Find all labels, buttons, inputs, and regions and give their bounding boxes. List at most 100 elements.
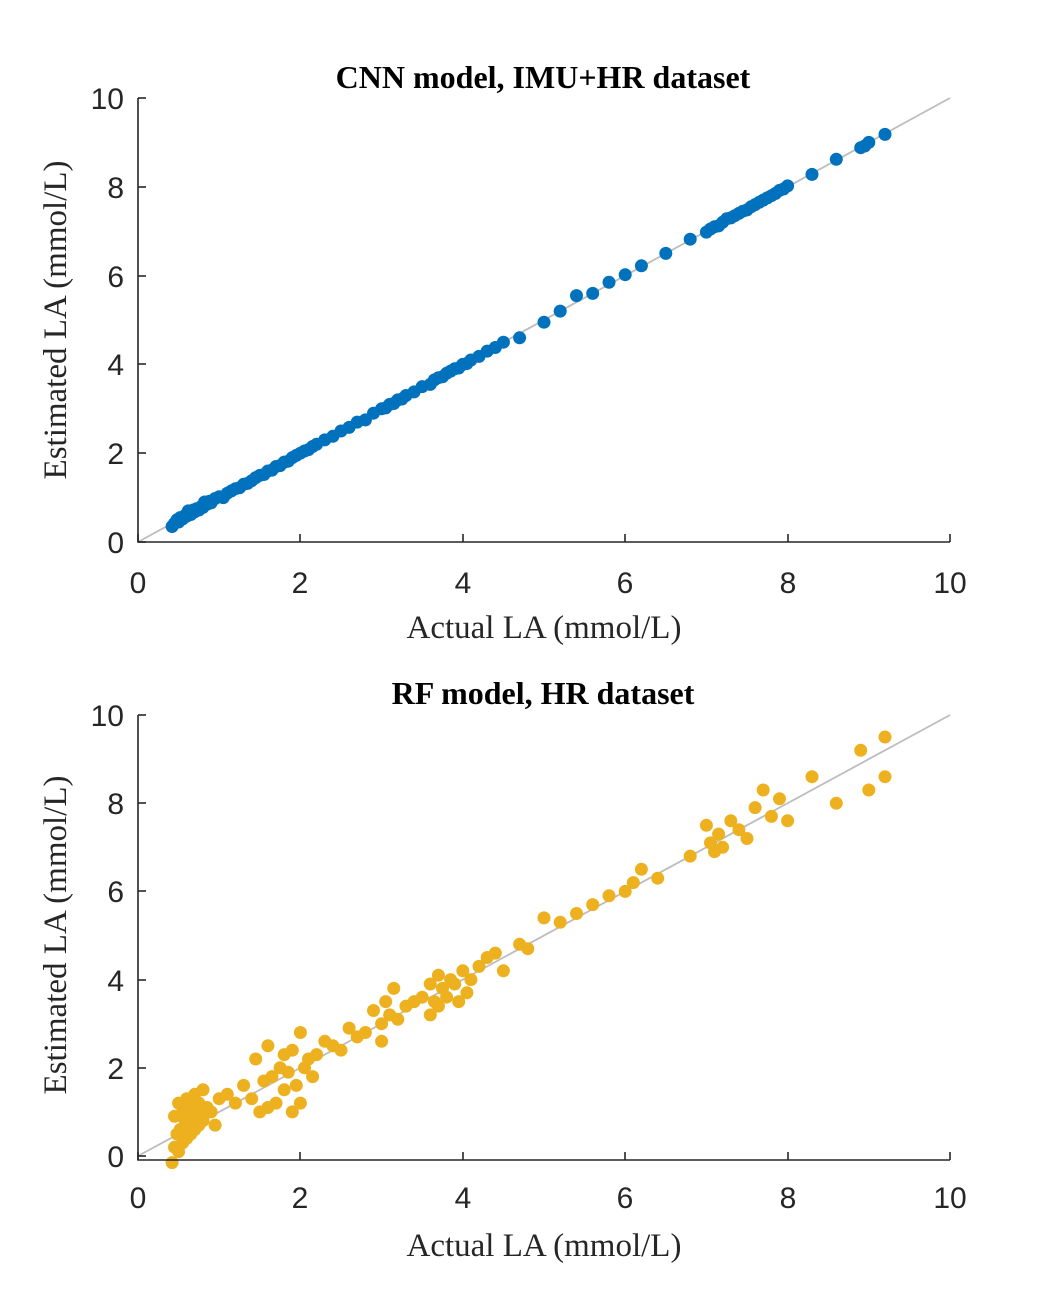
data-point <box>208 1118 222 1132</box>
panel-rf: RF model, HR dataset 0 2 4 6 8 10 <box>38 675 967 1264</box>
data-point <box>249 1052 263 1066</box>
data-point <box>781 179 795 193</box>
x-ticks <box>137 1152 951 1160</box>
x-tick-label: 0 <box>130 1182 147 1215</box>
data-point <box>358 1026 372 1039</box>
x-tick-label: 10 <box>933 567 966 600</box>
y-tick-label: 6 <box>107 261 124 294</box>
data-point <box>878 127 892 141</box>
data-point <box>456 964 470 978</box>
y-tick-label: 0 <box>107 527 124 560</box>
x-tick-label: 8 <box>780 1182 797 1215</box>
x-ticks <box>137 534 951 542</box>
chart-title: RF model, HR dataset <box>392 675 695 711</box>
data-point <box>196 1083 210 1097</box>
x-tick-label: 8 <box>780 567 797 600</box>
data-point <box>375 1034 389 1048</box>
data-point <box>553 304 567 318</box>
data-point <box>699 818 713 832</box>
reference-line <box>137 714 951 1157</box>
data-point <box>773 792 786 806</box>
data-point <box>805 770 819 784</box>
data-point <box>285 1043 299 1057</box>
x-tick-label: 6 <box>617 1182 634 1215</box>
y-tick-label: 10 <box>91 700 124 733</box>
data-point <box>293 1096 307 1110</box>
data-point <box>375 1017 389 1031</box>
x-tick-labels: 0 2 4 6 8 10 <box>130 1182 967 1215</box>
data-point <box>878 770 892 784</box>
data-point <box>586 286 600 300</box>
data-point <box>659 246 673 260</box>
data-point <box>537 315 551 329</box>
data-point <box>472 959 486 973</box>
y-tick-labels: 0 2 4 6 8 10 <box>91 700 124 1174</box>
data-point <box>277 1083 291 1097</box>
data-point <box>805 167 819 181</box>
x-tick-label: 6 <box>617 567 634 600</box>
data-point <box>342 1021 356 1035</box>
data-point <box>602 889 616 903</box>
data-point <box>602 275 616 289</box>
data-point <box>448 977 462 991</box>
data-point <box>269 1096 283 1110</box>
data-point <box>829 152 843 166</box>
data-point <box>683 232 697 246</box>
data-point <box>740 832 754 845</box>
data-point <box>387 981 401 995</box>
x-tick-label: 4 <box>455 567 472 600</box>
data-point <box>460 986 474 1000</box>
data-point <box>521 942 535 956</box>
x-axis-label: Actual LA (mmol/L) <box>407 610 682 646</box>
data-point <box>829 796 843 810</box>
y-tick-label: 4 <box>107 349 124 382</box>
data-point <box>716 840 730 854</box>
data-point <box>756 783 770 797</box>
data-point <box>732 823 746 837</box>
data-point <box>626 876 640 890</box>
data-point <box>452 995 466 1009</box>
scatter-points <box>165 730 892 1170</box>
data-point <box>712 827 726 841</box>
y-tick-labels: 0 2 4 6 8 10 <box>91 83 124 560</box>
data-point <box>878 730 892 744</box>
data-point <box>618 884 632 898</box>
y-axis-label: Estimated LA (mmol/L) <box>38 776 74 1095</box>
data-point <box>513 331 527 345</box>
x-tick-label: 4 <box>455 1182 472 1215</box>
y-tick-label: 8 <box>107 788 124 821</box>
data-point <box>724 814 738 828</box>
y-tick-label: 2 <box>107 438 124 471</box>
y-tick-label: 2 <box>107 1053 124 1086</box>
data-point <box>265 1070 279 1084</box>
data-point <box>496 335 510 349</box>
data-point <box>306 1070 320 1084</box>
data-point <box>634 862 648 876</box>
y-ticks <box>138 714 146 1157</box>
data-point <box>415 990 429 1004</box>
data-point <box>367 1004 380 1017</box>
data-point <box>618 268 632 282</box>
y-axis-label: Estimated LA (mmol/L) <box>38 161 74 480</box>
data-point <box>570 907 583 920</box>
data-point <box>289 1078 303 1092</box>
data-point <box>431 999 445 1013</box>
data-point <box>228 1096 242 1110</box>
data-point <box>261 1039 275 1053</box>
data-point <box>570 289 583 303</box>
data-point <box>423 1008 437 1022</box>
data-point <box>854 743 868 757</box>
data-point <box>165 1156 179 1170</box>
x-tick-label: 10 <box>933 1182 966 1215</box>
data-point <box>431 968 445 982</box>
data-point <box>310 1048 324 1062</box>
x-tick-labels: 0 2 4 6 8 10 <box>130 567 967 600</box>
data-point <box>764 809 778 823</box>
data-point <box>440 990 454 1004</box>
data-point <box>781 814 795 828</box>
data-point <box>683 849 697 863</box>
data-point <box>220 1087 234 1101</box>
panel-cnn: CNN model, IMU+HR dataset 0 2 4 6 8 10 <box>38 59 967 646</box>
data-point <box>651 871 665 885</box>
